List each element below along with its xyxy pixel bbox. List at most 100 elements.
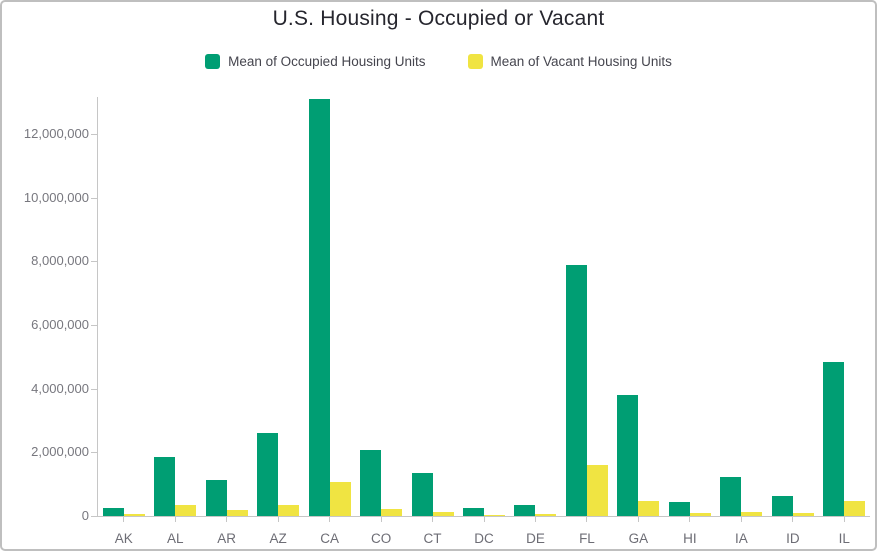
x-tick — [123, 516, 125, 522]
category-group-CT — [407, 92, 458, 516]
bar-vacant-CO[interactable] — [381, 509, 403, 516]
x-label-DE: DE — [526, 531, 545, 546]
x-label-IL: IL — [838, 531, 850, 546]
category-group-IA — [716, 92, 767, 516]
bar-vacant-GA[interactable] — [638, 501, 660, 516]
x-tick — [329, 516, 331, 522]
x-label-CA: CA — [320, 531, 339, 546]
x-axis-slot-DC: DC — [458, 516, 509, 549]
x-axis-slot-AZ: AZ — [252, 516, 303, 549]
bar-vacant-CT[interactable] — [432, 512, 454, 516]
category-group-IL — [819, 92, 870, 516]
bar-occupied-HI[interactable] — [668, 502, 690, 516]
bar-vacant-HI[interactable] — [689, 513, 711, 516]
x-label-AL: AL — [166, 531, 184, 546]
x-tick — [689, 516, 691, 522]
x-label-CO: CO — [370, 531, 392, 546]
bar-occupied-ID[interactable] — [771, 496, 793, 516]
bar-occupied-CA[interactable] — [308, 99, 330, 516]
bar-occupied-CO[interactable] — [360, 450, 382, 516]
x-axis: AK AL AR AZ CA CO CT DC DE FL GA HI IA ID IL — [98, 516, 870, 549]
x-axis-slot-GA: GA — [613, 516, 664, 549]
x-axis-slot-AL: AL — [149, 516, 200, 549]
x-label-ID: ID — [786, 531, 800, 546]
bars-row — [98, 92, 870, 516]
y-tick-label: 0 — [81, 508, 89, 523]
x-label-AZ: AZ — [269, 531, 287, 546]
bar-occupied-IA[interactable] — [720, 477, 742, 516]
x-tick — [534, 516, 536, 522]
x-axis-line — [97, 516, 870, 517]
x-axis-slot-AK: AK — [98, 516, 149, 549]
x-axis-slot-CT: CT — [407, 516, 458, 549]
bar-vacant-FL[interactable] — [586, 465, 608, 516]
category-group-AL — [149, 92, 200, 516]
legend-swatch-occupied — [205, 54, 221, 69]
x-axis-slot-CO: CO — [355, 516, 406, 549]
legend-label: Mean of Occupied Housing Units — [228, 54, 426, 69]
x-tick — [174, 516, 176, 522]
y-tick-label: 2,000,000 — [31, 444, 89, 459]
legend-item-occupied[interactable]: Mean of Occupied Housing Units — [205, 54, 426, 69]
x-label-HI: HI — [683, 531, 697, 546]
x-axis-slot-ID: ID — [767, 516, 818, 549]
category-group-GA — [613, 92, 664, 516]
x-tick — [740, 516, 742, 522]
chart-legend: Mean of Occupied Housing Units Mean of Va… — [2, 54, 875, 69]
bar-vacant-AK[interactable] — [123, 514, 145, 516]
y-tick-label: 6,000,000 — [31, 317, 89, 332]
category-group-DE — [510, 92, 561, 516]
bar-occupied-AZ[interactable] — [257, 433, 279, 516]
legend-label: Mean of Vacant Housing Units — [490, 54, 672, 69]
x-tick — [226, 516, 228, 522]
chart-title: U.S. Housing - Occupied or Vacant — [272, 7, 605, 30]
bar-occupied-AL[interactable] — [154, 457, 176, 516]
y-tick — [91, 134, 97, 135]
bar-vacant-AL[interactable] — [175, 505, 197, 516]
bar-occupied-FL[interactable] — [565, 265, 587, 516]
x-tick — [432, 516, 434, 522]
y-axis-line — [97, 97, 98, 517]
y-tick — [91, 325, 97, 326]
y-tick-label: 10,000,000 — [23, 190, 89, 205]
category-group-HI — [664, 92, 715, 516]
legend-item-vacant[interactable]: Mean of Vacant Housing Units — [467, 54, 672, 69]
y-tick-label: 12,000,000 — [23, 126, 89, 141]
y-tick — [91, 261, 97, 262]
bar-vacant-DC[interactable] — [484, 515, 506, 516]
bar-occupied-DE[interactable] — [514, 505, 536, 516]
bar-occupied-AR[interactable] — [205, 480, 227, 516]
category-group-AZ — [252, 92, 303, 516]
bar-vacant-IA[interactable] — [741, 512, 763, 516]
x-axis-slot-HI: HI — [664, 516, 715, 549]
y-tick-label: 8,000,000 — [31, 253, 89, 268]
x-tick — [843, 516, 845, 522]
bar-vacant-AZ[interactable] — [278, 505, 300, 516]
category-group-DC — [458, 92, 509, 516]
bar-vacant-AR[interactable] — [226, 510, 248, 516]
bar-vacant-IL[interactable] — [844, 501, 866, 516]
x-label-AR: AR — [217, 531, 237, 546]
y-tick — [91, 516, 97, 517]
x-label-AK: AK — [114, 531, 133, 546]
x-label-GA: GA — [628, 531, 649, 546]
bar-vacant-DE[interactable] — [535, 514, 557, 516]
bar-occupied-GA[interactable] — [617, 395, 639, 516]
x-axis-slot-AR: AR — [201, 516, 252, 549]
bar-occupied-CT[interactable] — [411, 473, 433, 516]
y-tick — [91, 452, 97, 453]
y-tick — [91, 389, 97, 390]
bar-occupied-IL[interactable] — [823, 362, 845, 516]
bar-occupied-DC[interactable] — [463, 508, 485, 516]
bar-occupied-AK[interactable] — [102, 508, 124, 516]
bar-vacant-ID[interactable] — [792, 513, 814, 516]
x-label-DC: DC — [474, 531, 494, 546]
bar-vacant-CA[interactable] — [329, 482, 351, 516]
x-label-IA: IA — [734, 531, 748, 546]
legend-swatch-vacant — [467, 54, 483, 69]
x-axis-slot-DE: DE — [510, 516, 561, 549]
x-tick — [586, 516, 588, 522]
x-tick — [637, 516, 639, 522]
